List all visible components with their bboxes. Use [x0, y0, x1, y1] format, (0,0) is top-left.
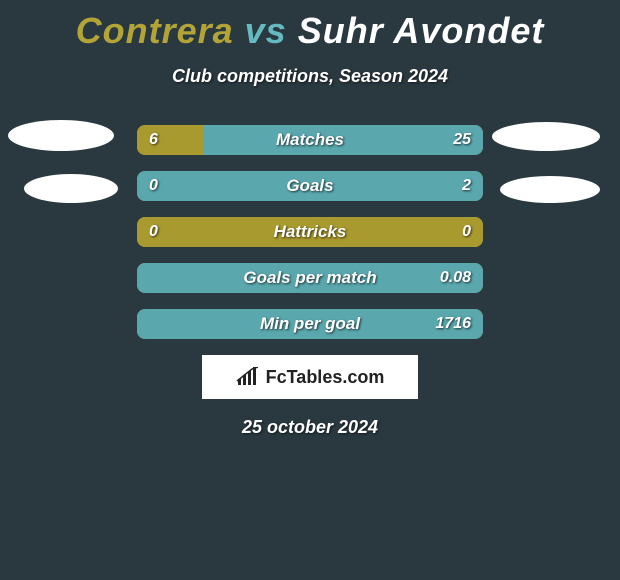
stat-value-right: 1716 [435, 309, 471, 339]
page-title: Contrera vs Suhr Avondet [0, 0, 620, 52]
stat-label: Goals [137, 171, 483, 201]
stat-value-right: 25 [453, 125, 471, 155]
stat-value-right: 2 [462, 171, 471, 201]
title-player2: Suhr Avondet [298, 10, 545, 51]
stat-value-left: 0 [149, 217, 158, 247]
decoration-blob [8, 120, 114, 151]
logo-text: FcTables.com [266, 367, 385, 388]
stat-value-right: 0 [462, 217, 471, 247]
stat-label: Matches [137, 125, 483, 155]
stat-row: Hattricks0 0 [137, 217, 483, 247]
decoration-blob [500, 176, 600, 203]
stat-label: Hattricks [137, 217, 483, 247]
stat-row: Goals0 2 [137, 171, 483, 201]
title-player1: Contrera [76, 10, 234, 51]
stat-label: Min per goal [137, 309, 483, 339]
stat-value-right: 0.08 [440, 263, 471, 293]
stat-row: Matches6 25 [137, 125, 483, 155]
chart-icon [236, 367, 260, 387]
stats-table: Matches625Goals02Hattricks00Goals per ma… [137, 125, 483, 339]
stat-value-left: 0 [149, 171, 158, 201]
decoration-blob [24, 174, 118, 203]
decoration-blob [492, 122, 600, 151]
stat-value-left: 6 [149, 125, 158, 155]
logo-box: FcTables.com [202, 355, 418, 399]
subtitle: Club competitions, Season 2024 [0, 66, 620, 87]
title-vs: vs [245, 10, 287, 51]
stat-label: Goals per match [137, 263, 483, 293]
date-text: 25 october 2024 [0, 417, 620, 438]
stat-row: Goals per match0.08 [137, 263, 483, 293]
stat-row: Min per goal1716 [137, 309, 483, 339]
